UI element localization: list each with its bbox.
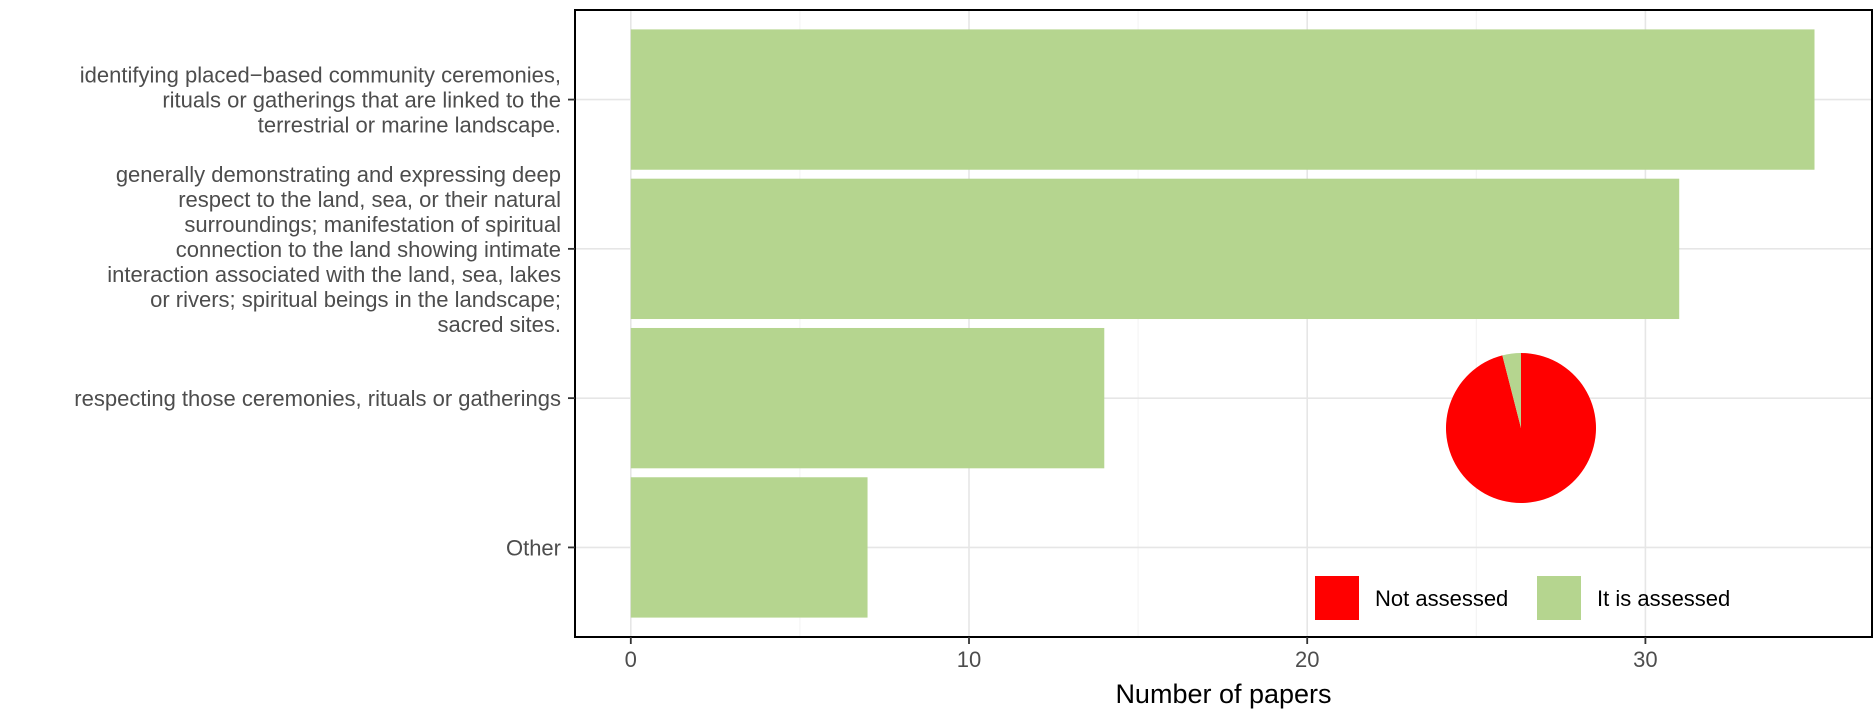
pie-slice [1502,353,1521,428]
pie-chart [1446,353,1596,504]
pie-slice [1446,353,1596,504]
x-tick-label: 0 [625,647,637,672]
bar [630,477,868,618]
bar [630,327,1105,469]
legend-label: Not assessed [1375,586,1508,611]
x-tick-label: 10 [957,647,981,672]
bars [630,29,1815,618]
x-axis-title: Number of papers [1115,679,1331,709]
y-axis: identifying placed−based community cerem… [74,63,575,560]
x-axis: 0 10 20 30 [625,637,1658,672]
legend-label: It is assessed [1597,586,1730,611]
legend: Not assessed It is assessed [1315,576,1730,620]
category-label: respecting those ceremonies, rituals or … [74,386,561,411]
category-label: generally demonstrating and expressing d… [107,162,561,337]
bar [630,29,1815,170]
panel-border [574,9,1873,638]
category-label: Other [506,535,561,560]
x-tick-label: 20 [1295,647,1319,672]
bar [630,178,1680,320]
legend-key [1315,576,1359,620]
x-tick-label: 30 [1633,647,1657,672]
category-label: identifying placed−based community cerem… [80,63,561,138]
legend-key [1537,576,1581,620]
